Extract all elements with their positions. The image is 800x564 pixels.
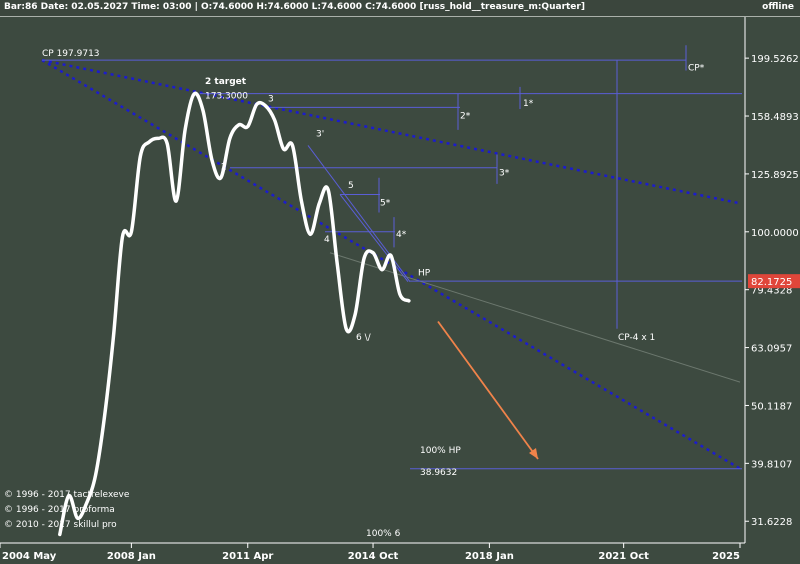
wave-label: 1* xyxy=(523,99,534,109)
annotation-labels: 82.1725 CP 197.9713 2 target 173.3000 2 3 3' 4 5… xyxy=(42,49,800,539)
hp100-value: 38.9632 xyxy=(420,468,457,478)
copyright-line-3: © 2010 - 2017 skillul pro xyxy=(4,520,117,530)
x-tick-label: 2014 Oct xyxy=(348,551,399,562)
target-label: 2 target xyxy=(205,77,247,87)
wave-label: CP* xyxy=(688,63,705,73)
wave-label: HP xyxy=(418,269,431,279)
chart-canvas[interactable]: 199.5262 158.4893 125.8925 100.0000 79.4328 6… xyxy=(0,17,800,564)
wave-label: 6 \/ xyxy=(356,333,372,343)
price-series xyxy=(58,91,411,537)
x-tick-label: 2021 Oct xyxy=(598,551,649,562)
hp100-label: 100% HP xyxy=(420,446,461,456)
y-tick-label: 79.4328 xyxy=(751,286,792,297)
wave-label: 2* xyxy=(460,111,471,121)
trend-line-lower xyxy=(41,59,741,470)
wave-label: 3' xyxy=(316,130,324,140)
y-tick-label: 63.0957 xyxy=(751,344,792,355)
wave-diagonal-2 xyxy=(339,194,409,282)
wave-diagonal-1 xyxy=(307,145,411,282)
y-tick-label: 158.4893 xyxy=(751,112,799,123)
wave-label: 4 xyxy=(324,235,330,245)
wave-label: 5* xyxy=(380,199,391,209)
y-tick-label: 50.1187 xyxy=(751,401,792,412)
price-tag-box xyxy=(748,274,800,289)
projection-lines xyxy=(41,45,742,470)
y-tick-label: 100.0000 xyxy=(751,228,799,239)
chart-info-bar: Bar:86 Date: 02.05.2027 Time: 03:00 | O:… xyxy=(0,0,800,17)
faint-trend-line xyxy=(329,252,741,383)
wave-label: 3* xyxy=(499,169,510,179)
connection-status: offline xyxy=(762,2,794,12)
axes: 199.5262 158.4893 125.8925 100.0000 79.4328 6… xyxy=(0,17,799,562)
x-tick-label: 2011 Apr xyxy=(222,551,273,562)
target-value: 173.3000 xyxy=(205,91,248,101)
y-tick-label: 31.6228 xyxy=(751,517,792,528)
wave-label: 5 xyxy=(348,181,354,191)
wave-label: 4* xyxy=(396,230,407,240)
copyright-line-2: © 1996 - 2017 proforma xyxy=(4,505,115,515)
cp-label: CP 197.9713 xyxy=(42,49,100,59)
trend-line-upper xyxy=(41,58,741,205)
y-tick-label: 199.5262 xyxy=(751,54,799,65)
price-line xyxy=(58,91,411,537)
x-tick-label: 2004 May xyxy=(2,551,57,562)
projection-arrow-head xyxy=(529,448,538,460)
wave-label: CP-4 x 1 xyxy=(618,333,655,343)
x-tick-label: 2008 Jan xyxy=(107,551,156,562)
chart-info-text: Bar:86 Date: 02.05.2027 Time: 03:00 | O:… xyxy=(4,2,585,12)
wave-label: 2 xyxy=(221,163,227,173)
y-tick-label: 39.8107 xyxy=(751,459,792,470)
copyright-line-1: © 1996 - 2017 tactrelexeve xyxy=(4,490,130,500)
wave-label: 3 xyxy=(268,94,274,104)
y-tick-label: 125.8925 xyxy=(751,170,799,181)
x-tick-label: 2018 Jan xyxy=(465,551,514,562)
pct6-label: 100% 6 xyxy=(366,529,401,539)
price-tag-label: 82.1725 xyxy=(751,277,792,288)
x-tick-label: 2025 xyxy=(712,551,740,562)
projection-arrow-shaft xyxy=(437,320,539,460)
